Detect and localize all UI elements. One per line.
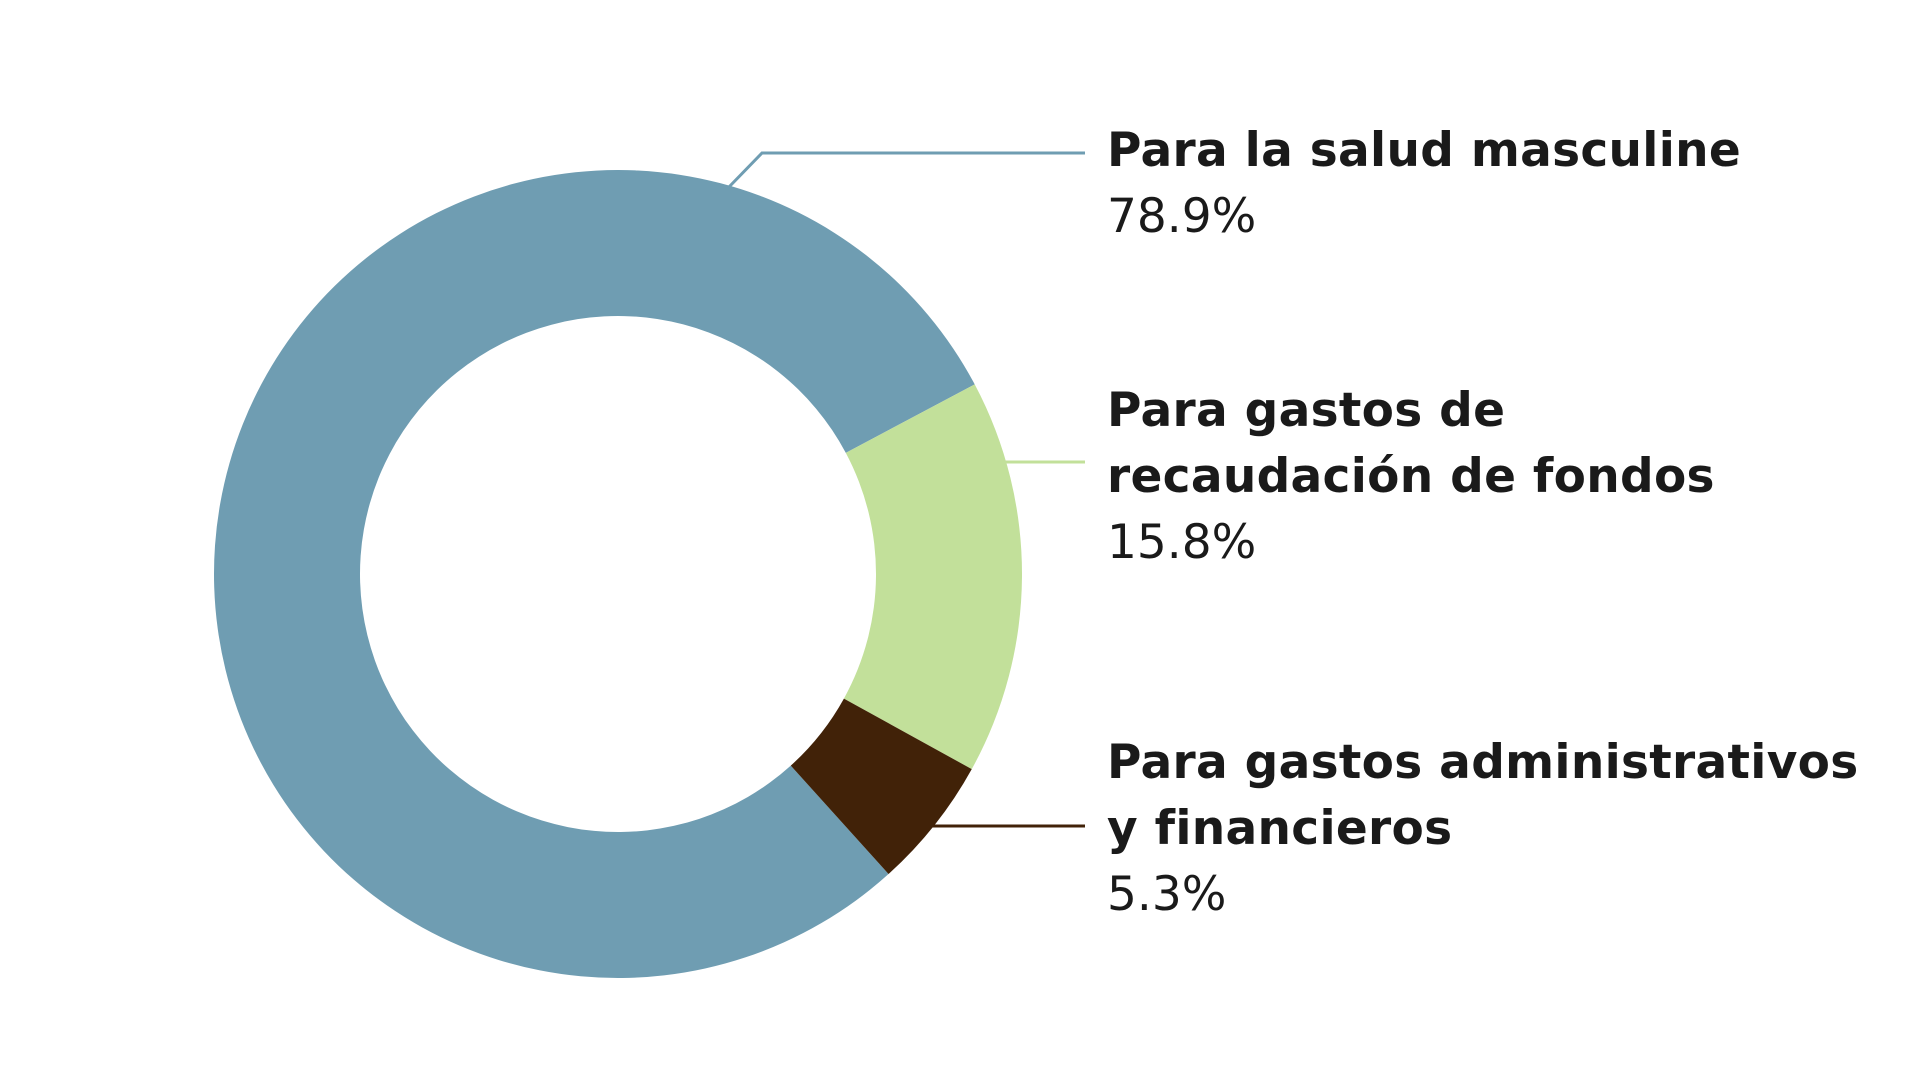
slice-label-administrativos: Para gastos administrativos y financiero… [1107,730,1859,928]
slice-name: Para gastos de recaudación de fondos [1107,383,1715,504]
slice-label-recaudacion: Para gastos de recaudación de fondos 15.… [1107,378,1715,576]
slice-name: Para gastos administrativos y financiero… [1107,735,1859,856]
slice-value: 15.8% [1107,515,1257,570]
slice-administrativos [790,698,972,875]
slice-label-salud-masculine: Para la salud masculine 78.9% [1107,118,1741,250]
slice-value: 5.3% [1107,867,1227,922]
leader-line-slice-salud-masculine [726,151,1085,190]
slice-value: 78.9% [1107,189,1257,244]
slice-name: Para la salud masculine [1107,123,1742,178]
slices-group [213,169,1022,978]
slice-recaudacion [843,384,1022,770]
slice-salud-masculine [213,169,975,978]
leader-lines-group [726,151,1085,828]
